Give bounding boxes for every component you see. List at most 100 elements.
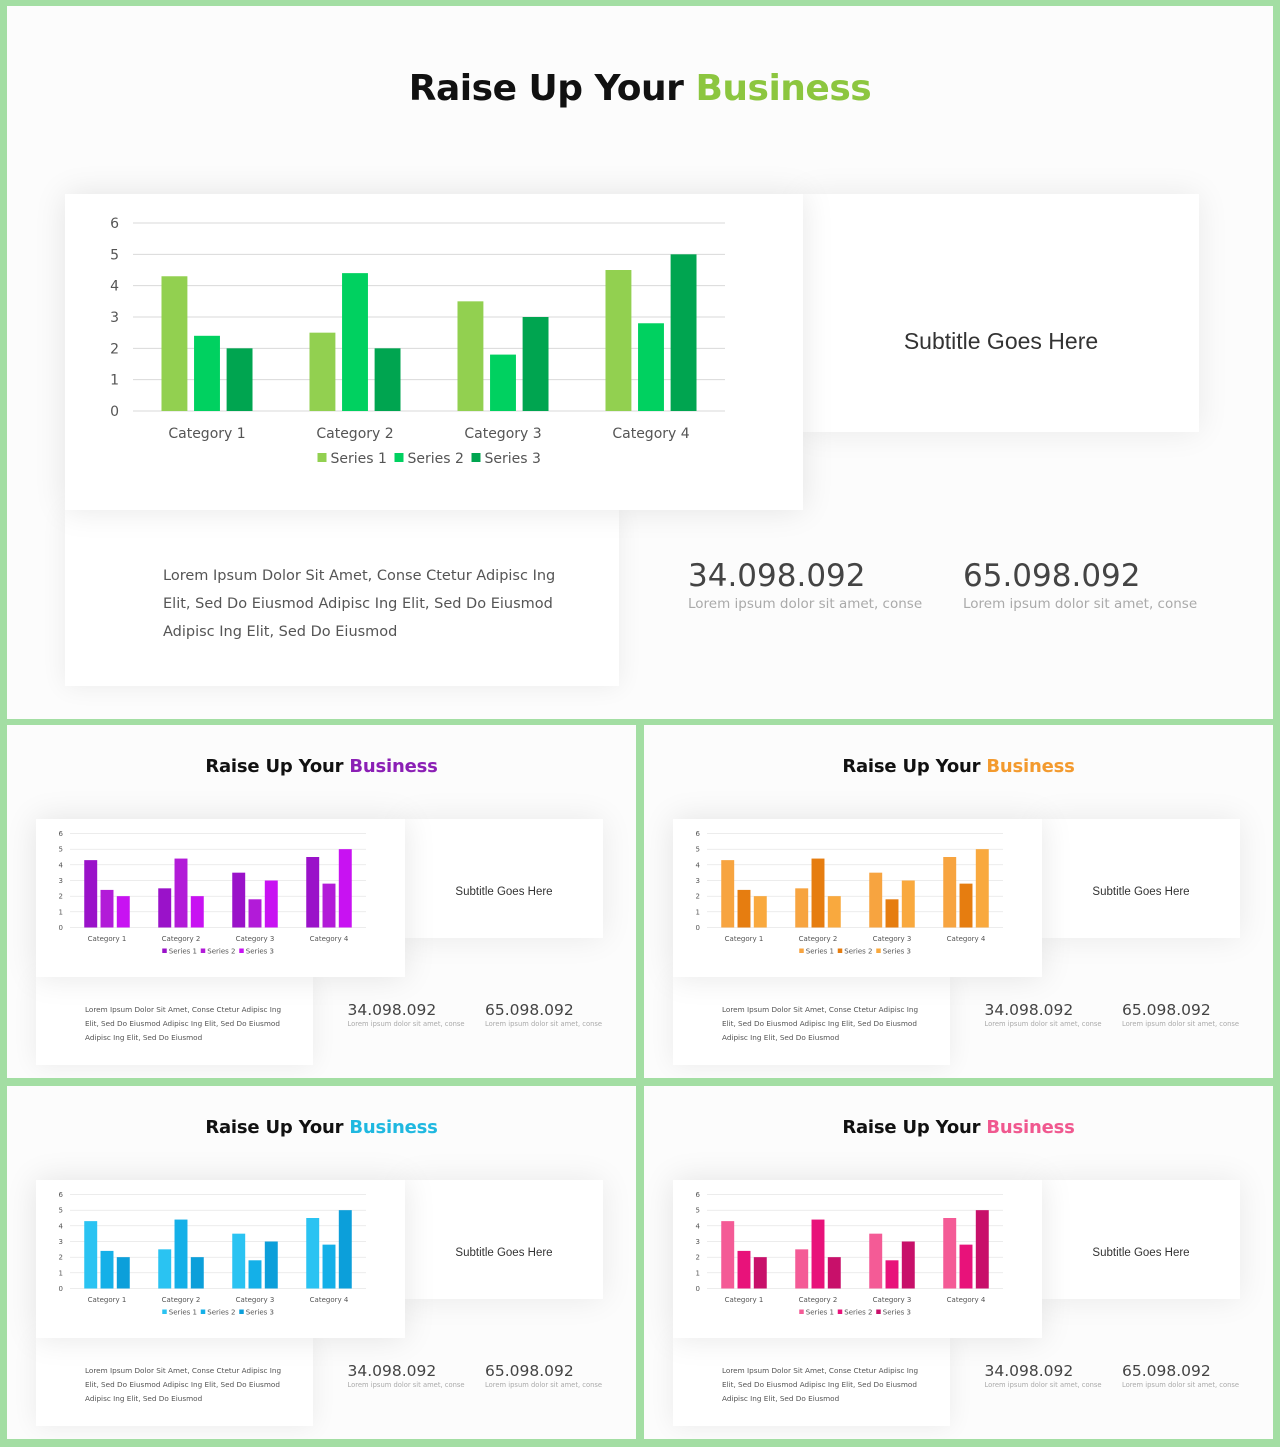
legend-label: Series 3: [883, 948, 911, 956]
title-prefix: Raise Up Your: [205, 1117, 350, 1138]
bar-chart: 0 1 2 3 4 5 6 Category 1 Category 2 Category 3 Cat…: [59, 830, 366, 956]
x-category-label: Category 2: [799, 1296, 838, 1304]
y-tick-label: 2: [59, 893, 63, 901]
y-tick-label: 2: [59, 1254, 63, 1262]
stat-block: 34.098.092 Lorem ipsum dolor sit amet, co…: [348, 1001, 465, 1028]
title-accent: Business: [349, 1117, 438, 1138]
bar: [638, 323, 664, 411]
legend-swatch: [394, 453, 404, 462]
stat-value: 65.098.092: [963, 558, 1141, 594]
x-category-label: Category 3: [236, 935, 275, 943]
legend-label: Series 2: [844, 1309, 872, 1317]
bar: [338, 1210, 352, 1289]
slide-main: Raise Up Your Business Subtitle Goes Here…: [7, 6, 1273, 719]
text-card: [36, 1338, 313, 1426]
bar: [959, 1244, 973, 1289]
stat-block: 34.098.092 Lorem ipsum dolor sit amet, co…: [985, 1362, 1102, 1389]
text-card: [673, 1338, 950, 1426]
stat-value: 34.098.092: [984, 1362, 1074, 1380]
paragraph-line: Elit, Sed Do Eiusmod Adipisc Ing Elit, S…: [722, 1380, 917, 1389]
legend-swatch: [200, 1309, 206, 1314]
bar: [753, 1257, 767, 1289]
y-tick-label: 4: [59, 861, 64, 869]
body-paragraph: Lorem Ipsum Dolor Sit Amet, Conse Ctetur…: [85, 1003, 281, 1045]
stat-caption: Lorem ipsum dolor sit amet, conse: [347, 1020, 465, 1028]
bar: [795, 1249, 809, 1289]
legend-label: Series 1: [806, 1309, 834, 1317]
bar-chart: 0 1 2 3 4 5 6 Category 1 Category 2 Category 3 Cat…: [110, 216, 725, 467]
bar: [84, 1221, 98, 1289]
legend-label: Series 3: [246, 948, 274, 956]
y-tick-label: 5: [59, 846, 63, 854]
subtitle-text: Subtitle Goes Here: [1092, 1247, 1190, 1259]
bar: [232, 872, 246, 928]
paragraph-line: Adipisc Ing Elit, Sed Do Eiusmod: [722, 1394, 840, 1403]
bar: [174, 1219, 188, 1289]
legend-label: Series 2: [408, 451, 464, 467]
legend-swatch: [799, 1309, 804, 1314]
subtitle-text: Subtitle Goes Here: [455, 886, 553, 898]
body-paragraph: Lorem Ipsum Dolor Sit Amet, Conse Ctetur…: [85, 1364, 281, 1406]
slide-blue: Raise Up Your Business Subtitle Goes Here…: [7, 1086, 636, 1439]
x-category-label: Category 4: [310, 935, 349, 943]
y-tick-label: 6: [110, 216, 119, 232]
chart-card: 0 1 2 3 4 5 6 Category 1 Category 2 Category 3 Cat…: [673, 1180, 1042, 1338]
x-category-label: Category 3: [873, 1296, 912, 1304]
y-tick-label: 6: [59, 830, 64, 838]
y-tick-label: 1: [59, 1269, 63, 1277]
stat-caption: Lorem ipsum dolor sit amet, conse: [963, 596, 1198, 612]
title-prefix: Raise Up Your: [408, 68, 696, 109]
legend-label: Series 1: [169, 948, 197, 956]
stat-value: 34.098.092: [347, 1001, 437, 1019]
subtitle-card: [405, 1180, 603, 1299]
stat-caption: Lorem ipsum dolor sit amet, conse: [984, 1020, 1102, 1028]
legend-swatch: [239, 1309, 244, 1314]
legend-swatch: [239, 948, 244, 953]
y-tick-label: 4: [59, 1222, 64, 1230]
y-tick-label: 1: [59, 908, 63, 916]
paragraph-line: Lorem Ipsum Dolor Sit Amet, Conse Ctetur…: [722, 1005, 919, 1014]
legend-swatch: [200, 948, 206, 953]
y-tick-label: 0: [59, 1285, 63, 1293]
subtitle-text: Subtitle Goes Here: [455, 1247, 553, 1259]
y-tick-label: 1: [696, 1269, 700, 1277]
bar: [721, 860, 735, 928]
bar-chart: 0 1 2 3 4 5 6 Category 1 Category 2 Category 3 Cat…: [696, 830, 1003, 956]
x-category-label: Category 2: [799, 935, 838, 943]
stat-caption: Lorem ipsum dolor sit amet, conse: [1122, 1381, 1240, 1389]
paragraph-line: Lorem Ipsum Dolor Sit Amet, Conse Ctetur…: [163, 568, 556, 584]
bar-chart: 0 1 2 3 4 5 6 Category 1 Category 2 Category 3 Cat…: [696, 1191, 1003, 1317]
y-tick-label: 4: [696, 861, 701, 869]
bar: [84, 860, 98, 928]
y-tick-label: 1: [696, 908, 700, 916]
bar: [100, 889, 114, 928]
y-tick-label: 3: [110, 310, 119, 326]
y-tick-label: 3: [59, 877, 63, 885]
legend-label: Series 2: [844, 948, 872, 956]
bar: [374, 348, 401, 411]
bar: [811, 1219, 825, 1289]
bar: [309, 332, 336, 411]
bar: [885, 1260, 899, 1289]
x-category-label: Category 4: [310, 1296, 349, 1304]
x-category-label: Category 1: [725, 1296, 764, 1304]
paragraph-line: Elit, Sed Do Eiusmod Adipisc Ing Elit, S…: [85, 1380, 280, 1389]
bar: [753, 896, 767, 928]
stat-block: 34.098.092 Lorem ipsum dolor sit amet, co…: [985, 1001, 1102, 1028]
legend-label: Series 1: [331, 451, 387, 467]
y-tick-label: 6: [696, 1191, 701, 1199]
bar: [670, 254, 697, 411]
subtitle-card: [405, 819, 603, 938]
stat-caption: Lorem ipsum dolor sit amet, conse: [485, 1381, 603, 1389]
bar: [795, 888, 809, 928]
legend-swatch: [471, 453, 481, 462]
bar: [116, 1257, 130, 1289]
chart-card: 0 1 2 3 4 5 6 Category 1 Category 2 Category 3 Cat…: [36, 1180, 405, 1338]
bar: [901, 880, 915, 928]
bar: [721, 1221, 735, 1289]
legend-label: Series 3: [883, 1309, 911, 1317]
y-tick-label: 4: [110, 279, 119, 295]
y-tick-label: 3: [696, 1238, 700, 1246]
bar: [737, 889, 751, 928]
bar: [306, 1218, 320, 1289]
